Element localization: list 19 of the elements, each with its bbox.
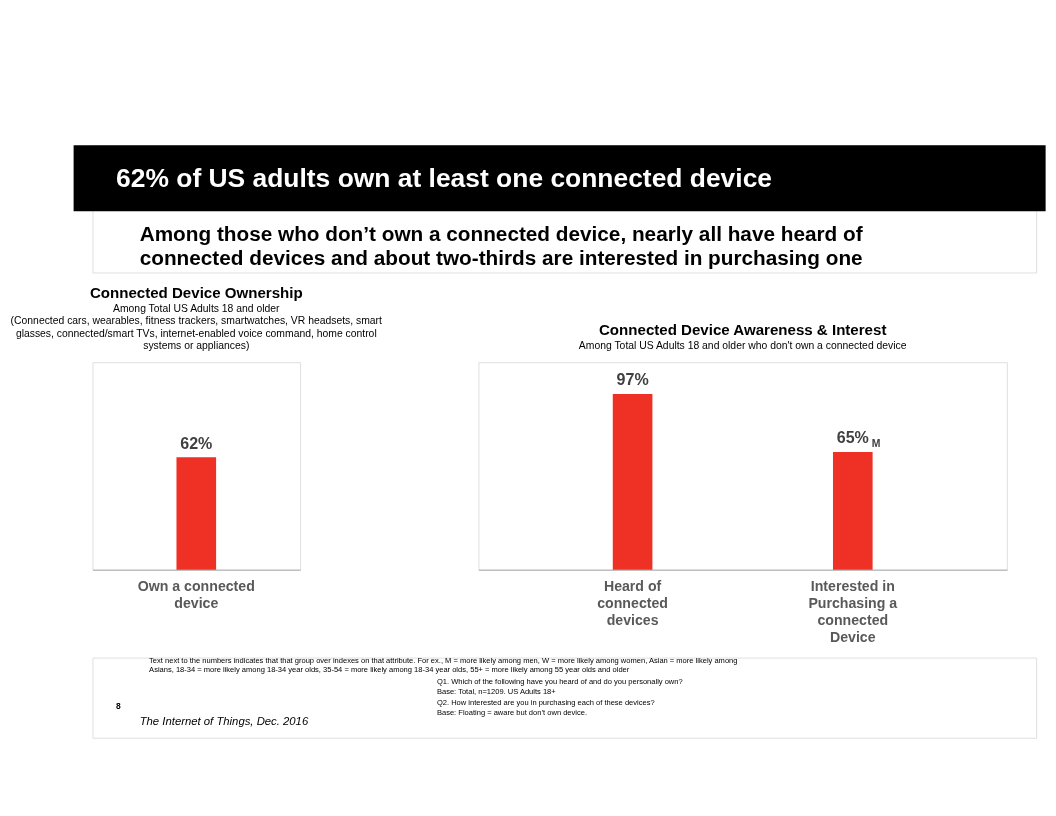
- x-tick-label: Heard of connected devices: [597, 578, 668, 629]
- data-label: 97%: [616, 370, 649, 389]
- text: 62% of US adults own at least one connected device: [116, 162, 773, 193]
- chart-subtitle: Among Total US Adults 18 and older: [113, 303, 281, 315]
- chart-title: Connected Device Ownership: [89, 284, 303, 302]
- text: Q2. How interested are you in purchasing each of these devices?: [436, 697, 655, 707]
- x-tick-label: Own a connected device: [137, 578, 255, 612]
- text: Q1. Which of the following have you heard of and do you personally own?: [436, 677, 683, 687]
- text: Base: Floating = aware but don’t own device.: [436, 708, 588, 718]
- text: (Connected cars, wearables, fitness trackers, smartwatches, VR headsets, smart glasses, connected/smart TVs, internet-enabled voice command, home control systems or appliances): [10, 315, 383, 351]
- x-tick-label: Interested in Purchasing a connected Device: [808, 578, 898, 646]
- text: Among those who don’t own a connected device, nearly all have heard of connected devices and about two-thirds are interested in purchasing one: [139, 222, 863, 270]
- text: Base: Total, n=1209. US Adults 18+: [436, 687, 557, 697]
- text: Text next to the numbers indicates that that group over indexes on that attribute. For ex., M = more likely among men, W = more likely among women, Asian = more likely among Asians, 18-34 = more likely among 18-34 year olds, 35-54 = more likely among 18-34 year olds, 55+ = more likely among 55 year olds and older: [149, 656, 738, 674]
- text: 8: [116, 701, 122, 712]
- chart-subtitle: Among Total US Adults 18 and older who don't own a connected device: [578, 340, 907, 351]
- data-label: 62%: [180, 433, 213, 452]
- chart-title: Connected Device Awareness & Interest: [598, 320, 887, 338]
- text: The Internet of Things, Dec. 2016: [139, 714, 309, 727]
